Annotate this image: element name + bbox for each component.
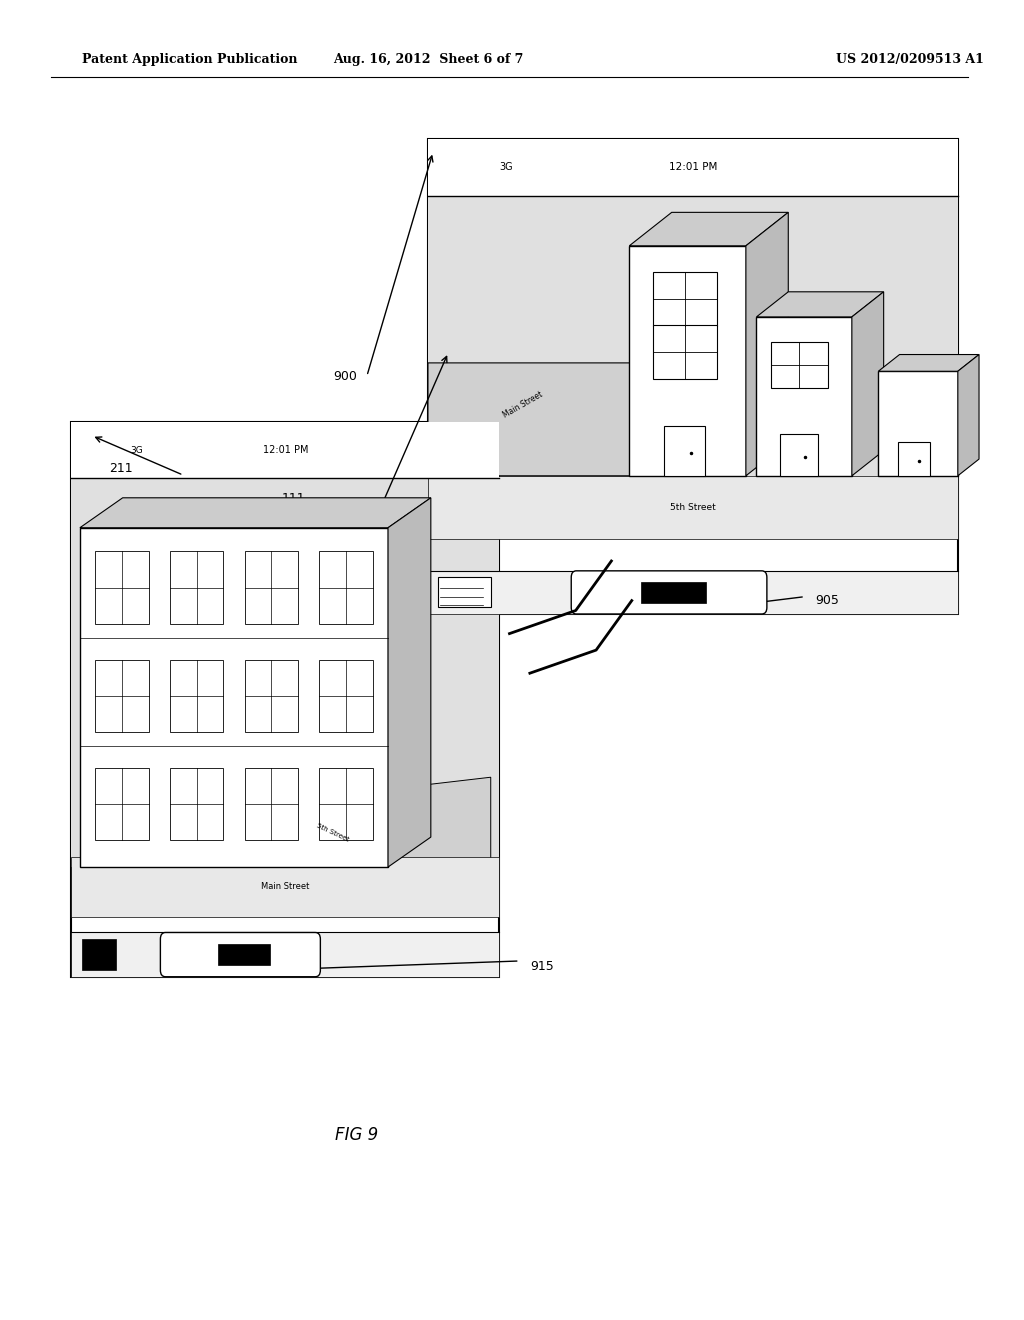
Polygon shape: [80, 498, 431, 528]
Bar: [319, 768, 373, 840]
Polygon shape: [757, 292, 884, 317]
Text: 12:01 PM: 12:01 PM: [669, 162, 717, 172]
Text: 910: 910: [683, 577, 707, 590]
Text: 5th Street: 5th Street: [315, 822, 349, 842]
Bar: [652, 325, 717, 379]
Bar: [452, 182, 458, 189]
Bar: [98, 465, 103, 473]
Bar: [82, 939, 116, 970]
Bar: [170, 552, 223, 623]
Text: US 2012/0209513 A1: US 2012/0209513 A1: [836, 53, 983, 66]
Bar: [72, 932, 500, 977]
Polygon shape: [852, 292, 884, 475]
Polygon shape: [388, 498, 431, 867]
Text: 3G: 3G: [500, 162, 513, 172]
Bar: [170, 660, 223, 731]
Bar: [245, 768, 298, 840]
Text: Main Street: Main Street: [261, 883, 309, 891]
Bar: [72, 857, 500, 917]
Bar: [218, 944, 270, 965]
Bar: [319, 660, 373, 731]
Bar: [630, 246, 745, 475]
Polygon shape: [233, 777, 490, 867]
Bar: [771, 342, 828, 388]
Bar: [460, 180, 466, 189]
FancyBboxPatch shape: [571, 570, 767, 614]
Bar: [472, 433, 483, 467]
Bar: [319, 552, 373, 623]
Text: 5th Street: 5th Street: [670, 503, 716, 512]
Bar: [72, 422, 500, 977]
Bar: [91, 467, 96, 473]
Bar: [80, 528, 388, 867]
Polygon shape: [745, 213, 788, 475]
Bar: [780, 434, 818, 475]
Text: Patent Application Publication: Patent Application Publication: [82, 53, 297, 66]
Bar: [641, 582, 707, 603]
Bar: [443, 185, 450, 189]
Bar: [871, 147, 942, 187]
Bar: [898, 442, 930, 475]
Bar: [942, 158, 945, 176]
Bar: [95, 768, 148, 840]
Polygon shape: [957, 355, 979, 475]
Bar: [879, 371, 957, 475]
Bar: [428, 139, 957, 195]
Text: 111: 111: [282, 492, 306, 506]
Bar: [245, 660, 298, 731]
Bar: [245, 552, 298, 623]
Bar: [95, 660, 148, 731]
Bar: [428, 475, 957, 539]
Bar: [105, 461, 111, 473]
Text: Main Street: Main Street: [502, 389, 545, 420]
Bar: [95, 552, 148, 623]
Bar: [757, 317, 852, 475]
Text: Aug. 16, 2012  Sheet 6 of 7: Aug. 16, 2012 Sheet 6 of 7: [333, 53, 523, 66]
Polygon shape: [428, 363, 720, 475]
Polygon shape: [879, 355, 979, 371]
Bar: [423, 429, 486, 471]
Text: 211: 211: [109, 462, 132, 475]
Text: 915: 915: [529, 960, 554, 973]
Bar: [428, 139, 957, 614]
Bar: [72, 478, 500, 867]
Bar: [871, 147, 942, 187]
Bar: [927, 150, 940, 183]
Bar: [170, 768, 223, 840]
Bar: [423, 429, 486, 471]
Bar: [428, 195, 957, 475]
Bar: [84, 469, 89, 473]
Text: 3G: 3G: [130, 446, 143, 454]
Bar: [438, 577, 492, 607]
Bar: [652, 272, 717, 326]
Text: 905: 905: [815, 594, 839, 607]
Text: FIG 9: FIG 9: [335, 1126, 378, 1144]
Bar: [468, 176, 474, 189]
Bar: [486, 442, 488, 458]
Bar: [428, 572, 957, 614]
Bar: [72, 422, 500, 478]
Text: 900: 900: [333, 370, 356, 383]
Text: 12:01 PM: 12:01 PM: [262, 445, 308, 455]
FancyBboxPatch shape: [161, 932, 321, 977]
Bar: [665, 425, 706, 475]
Polygon shape: [630, 213, 788, 246]
